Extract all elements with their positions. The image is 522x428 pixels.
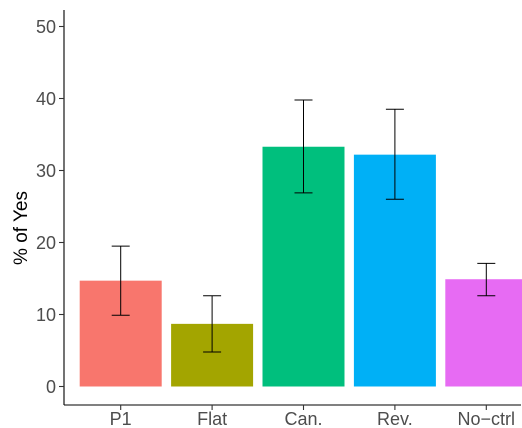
y-tick-label: 40 xyxy=(36,89,56,109)
y-tick-label: 20 xyxy=(36,233,56,253)
x-tick-label: P1 xyxy=(110,409,132,428)
x-tick-label: Flat xyxy=(197,409,227,428)
y-axis-ticks: 0 10 20 30 40 50 xyxy=(36,17,64,397)
error-bar xyxy=(385,108,404,200)
error-bar xyxy=(203,295,222,353)
error-bar xyxy=(294,99,313,194)
x-tick-label: Can. xyxy=(284,409,322,428)
x-axis-ticks: P1 Flat Can. Rev. No−ctrl xyxy=(110,405,515,428)
error-bars-group xyxy=(111,99,496,353)
y-tick-label: 30 xyxy=(36,161,56,181)
x-tick-label: No−ctrl xyxy=(458,409,516,428)
bar xyxy=(445,279,522,387)
x-tick-label: Rev. xyxy=(377,409,413,428)
y-tick-label: 0 xyxy=(46,377,56,397)
bars-group xyxy=(79,146,522,387)
error-bar xyxy=(477,262,496,297)
y-tick-label: 50 xyxy=(36,17,56,37)
y-axis-title: % of Yes xyxy=(11,191,32,265)
y-tick-label: 10 xyxy=(36,305,56,325)
error-bar xyxy=(111,245,130,316)
